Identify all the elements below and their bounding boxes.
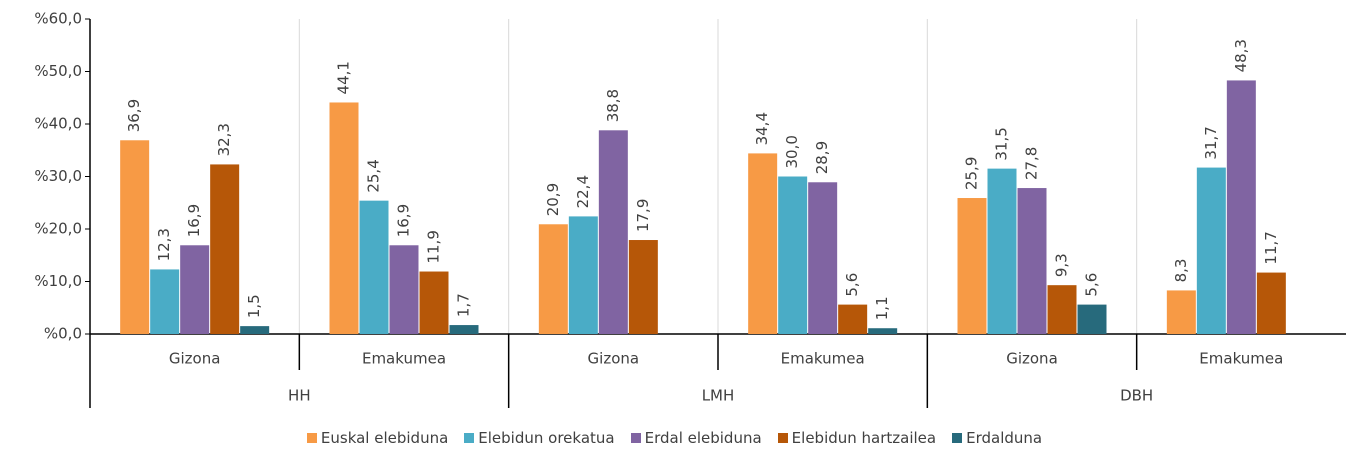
- data-label: 16,9: [395, 204, 413, 237]
- x-tick-label: Gizona: [588, 350, 640, 368]
- data-label: 1,1: [873, 296, 891, 320]
- y-tick-label: %10,0: [34, 272, 82, 290]
- data-label: 20,9: [544, 183, 562, 216]
- y-tick-label: %50,0: [34, 62, 82, 80]
- bar: [987, 168, 1017, 334]
- bar: [1226, 80, 1256, 334]
- data-label: 11,9: [425, 230, 443, 263]
- bar: [808, 182, 838, 334]
- data-label: 31,5: [993, 127, 1011, 160]
- group-label: DBH: [1120, 387, 1153, 405]
- data-label: 11,7: [1262, 231, 1280, 264]
- legend-label: Erdal elebiduna: [644, 429, 762, 447]
- data-label: 44,1: [335, 61, 353, 94]
- legend-swatch: [306, 433, 317, 443]
- bar: [838, 304, 868, 334]
- bar: [150, 269, 180, 334]
- group-label: HH: [288, 387, 311, 405]
- y-tick-label: %20,0: [34, 220, 82, 238]
- legend-label: Elebidun hartzailea: [791, 429, 937, 447]
- data-label: 17,9: [634, 199, 652, 232]
- bar: [240, 326, 270, 334]
- data-label: 8,3: [1172, 259, 1190, 283]
- y-tick-label: %0,0: [44, 325, 82, 343]
- y-tick-label: %30,0: [34, 167, 82, 185]
- bar: [778, 176, 808, 334]
- data-label: 12,3: [155, 228, 173, 261]
- data-label: 5,6: [1083, 273, 1101, 297]
- bar: [1166, 290, 1196, 334]
- bar: [210, 164, 240, 334]
- legend-item: Erdalduna: [952, 429, 1042, 447]
- data-label: 28,9: [813, 141, 831, 174]
- legend-label: Elebidun orekatua: [478, 429, 615, 447]
- legend-swatch: [952, 433, 963, 443]
- bar: [329, 102, 359, 334]
- y-tick-label: %60,0: [34, 10, 82, 28]
- group-label: LMH: [702, 387, 735, 405]
- bar: [419, 271, 449, 334]
- data-label: 48,3: [1232, 39, 1250, 72]
- data-label: 32,3: [215, 123, 233, 156]
- bar: [868, 328, 898, 334]
- chart: %0,0 %10,0 %20,0 %30,0 %40,0 %50,0 %60,0 Gizona…: [34, 10, 1346, 408]
- data-label: 1,7: [455, 293, 473, 317]
- legend-item: Elebidun orekatua: [464, 429, 615, 447]
- data-label: 16,9: [185, 204, 203, 237]
- data-label: 38,8: [604, 89, 622, 122]
- legend-swatch: [777, 433, 788, 443]
- bar: [1256, 272, 1286, 334]
- bar: [598, 130, 628, 334]
- x-tick-label: Emakumea: [362, 350, 446, 368]
- data-label: 27,8: [1023, 147, 1041, 180]
- legend-label: Euskal elebiduna: [320, 429, 449, 447]
- x-tick-label: Emakumea: [1199, 350, 1283, 368]
- x-tick-label: Gizona: [1006, 350, 1058, 368]
- x-tick-label: Gizona: [169, 350, 221, 368]
- bar: [449, 325, 479, 334]
- bar: [180, 245, 210, 334]
- legend: Euskal elebiduna Elebidun orekatua Erdal e…: [0, 429, 1349, 447]
- bar: [957, 198, 987, 334]
- legend-swatch: [630, 433, 641, 443]
- y-tick-label: %40,0: [34, 115, 82, 133]
- bar: [1196, 167, 1226, 334]
- data-label: 30,0: [783, 135, 801, 168]
- legend-item: Erdal elebiduna: [630, 429, 762, 447]
- legend-item: Elebidun hartzailea: [777, 429, 937, 447]
- bar: [120, 140, 150, 334]
- bar: [628, 240, 658, 334]
- data-label: 5,6: [843, 273, 861, 297]
- data-label: 25,4: [365, 159, 383, 192]
- bar: [568, 216, 598, 334]
- legend-label: Erdalduna: [966, 429, 1043, 447]
- bar: [1077, 304, 1107, 334]
- bar: [359, 200, 389, 334]
- bar: [748, 153, 778, 334]
- bar: [1047, 285, 1077, 334]
- bar: [1017, 188, 1047, 334]
- data-label: 25,9: [963, 157, 981, 190]
- data-label: 34,4: [753, 112, 771, 145]
- bar: [538, 224, 568, 334]
- data-label: 31,7: [1202, 126, 1220, 159]
- data-label: 1,5: [245, 294, 263, 318]
- data-label: 22,4: [574, 175, 592, 208]
- data-label: 9,3: [1053, 253, 1071, 277]
- bar: [389, 245, 419, 334]
- x-tick-label: Emakumea: [781, 350, 865, 368]
- data-label: 36,9: [125, 99, 143, 132]
- legend-item: Euskal elebiduna: [306, 429, 449, 447]
- legend-swatch: [464, 433, 475, 443]
